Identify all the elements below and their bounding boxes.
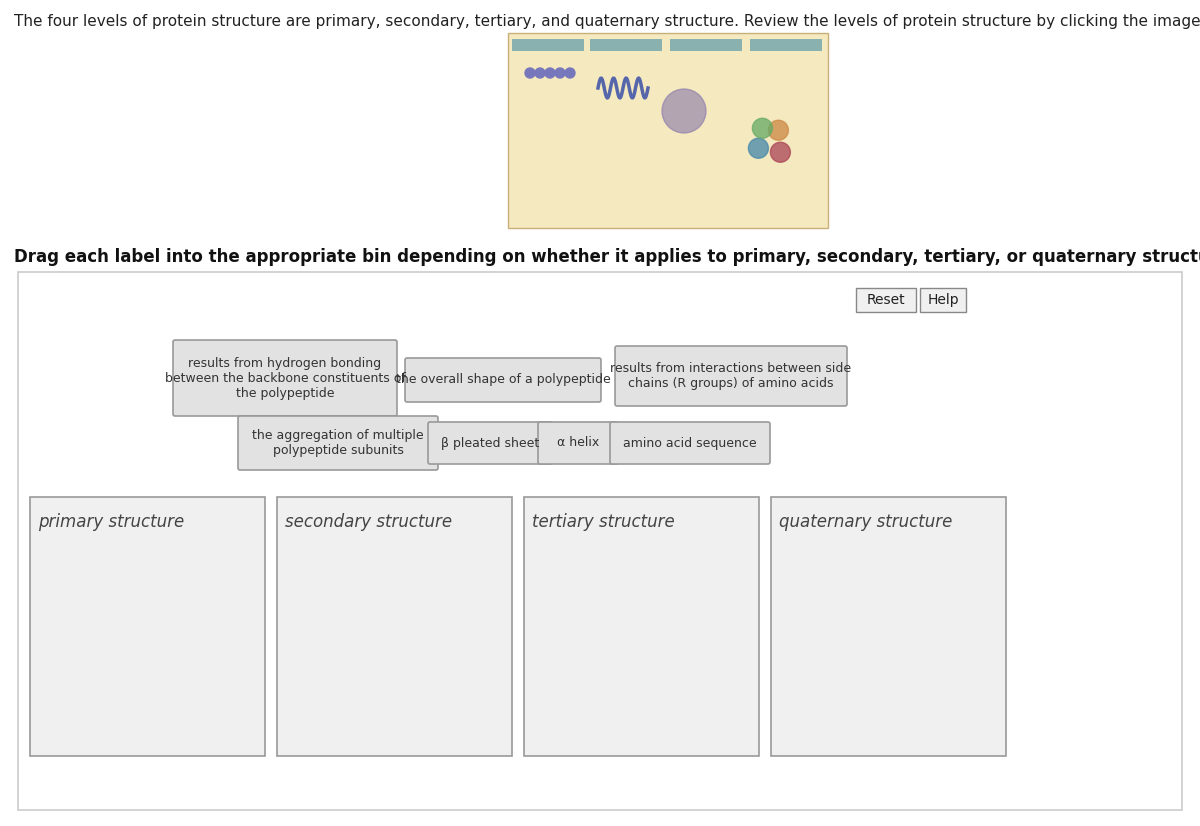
Circle shape [554, 68, 565, 78]
Text: β pleated sheet: β pleated sheet [440, 436, 539, 449]
FancyBboxPatch shape [538, 422, 618, 464]
Bar [277, 497, 512, 756]
Circle shape [662, 89, 706, 133]
Circle shape [545, 68, 554, 78]
Circle shape [526, 68, 535, 78]
Text: secondary structure: secondary structure [286, 513, 452, 531]
Text: tertiary structure: tertiary structure [532, 513, 674, 531]
FancyBboxPatch shape [406, 358, 601, 402]
Circle shape [768, 121, 788, 140]
Text: quaternary structure: quaternary structure [779, 513, 953, 531]
Text: The four levels of protein structure are primary, secondary, tertiary, and quate: The four levels of protein structure are… [14, 14, 1200, 29]
Text: Help: Help [928, 293, 959, 307]
Bar [750, 39, 822, 51]
Circle shape [535, 68, 545, 78]
Bar [30, 497, 265, 756]
Bar [856, 288, 916, 312]
Text: Reset: Reset [866, 293, 905, 307]
Bar [512, 39, 584, 51]
Bar [508, 33, 828, 228]
Text: primary structure: primary structure [38, 513, 185, 531]
FancyBboxPatch shape [616, 346, 847, 406]
Circle shape [770, 142, 791, 162]
Circle shape [565, 68, 575, 78]
Circle shape [752, 118, 773, 138]
Bar [590, 39, 662, 51]
FancyBboxPatch shape [610, 422, 770, 464]
Text: results from hydrogen bonding
between the backbone constituents of
the polypepti: results from hydrogen bonding between th… [164, 357, 406, 400]
FancyBboxPatch shape [428, 422, 552, 464]
Text: results from interactions between side
chains (R groups) of amino acids: results from interactions between side c… [611, 362, 852, 390]
Text: Drag each label into the appropriate bin depending on whether it applies to prim: Drag each label into the appropriate bin… [14, 248, 1200, 266]
Bar [670, 39, 742, 51]
FancyBboxPatch shape [173, 340, 397, 416]
Bar [772, 497, 1006, 756]
Text: the aggregation of multiple
polypeptide subunits: the aggregation of multiple polypeptide … [252, 429, 424, 457]
Text: the overall shape of a polypeptide: the overall shape of a polypeptide [396, 373, 611, 387]
Text: α helix: α helix [557, 436, 599, 449]
Bar [920, 288, 966, 312]
Text: amino acid sequence: amino acid sequence [623, 436, 757, 449]
Bar [524, 497, 760, 756]
Circle shape [749, 138, 768, 159]
FancyBboxPatch shape [238, 416, 438, 470]
Bar [18, 272, 1182, 810]
